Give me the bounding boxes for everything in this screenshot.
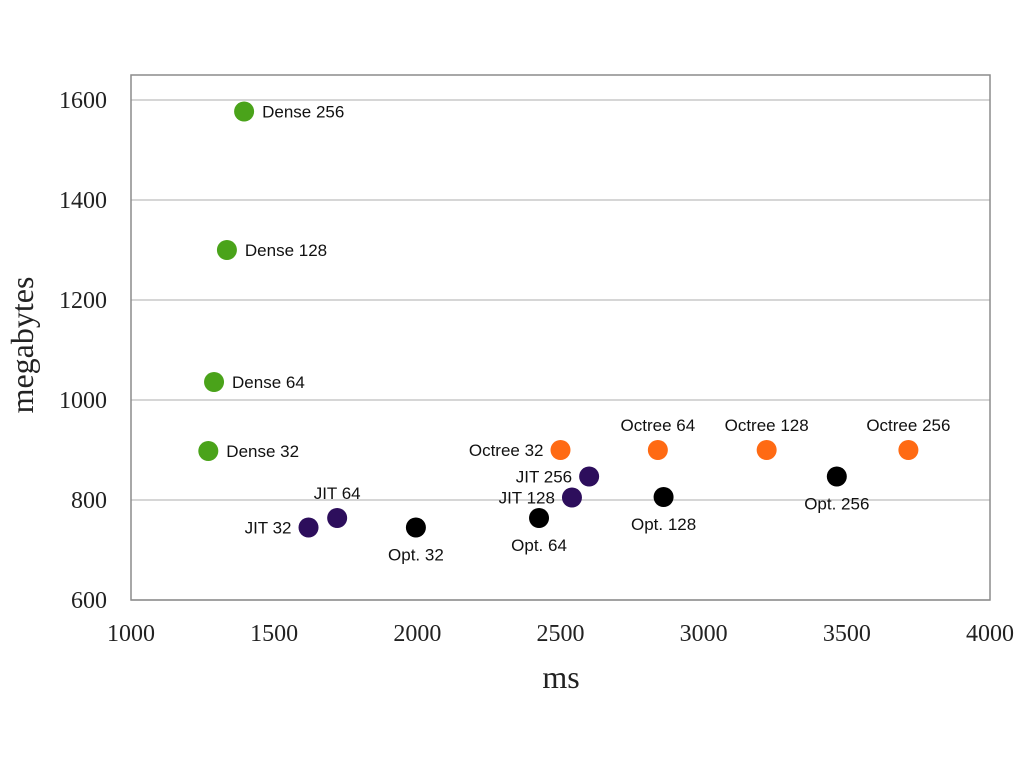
point-jit — [298, 517, 319, 538]
point-label: Opt. 32 — [388, 546, 444, 565]
point-jit — [561, 487, 582, 508]
point-octree — [550, 440, 571, 460]
point-jit — [579, 466, 600, 487]
point-opt — [826, 466, 847, 487]
x-tick-label: 2000 — [393, 621, 441, 647]
x-tick-labels: 1000 1500 2000 2500 3000 3500 4000 — [107, 621, 1014, 647]
point-label: Opt. 128 — [631, 515, 696, 534]
point-label: JIT 64 — [314, 484, 361, 503]
point-dense — [216, 240, 237, 260]
point-octree — [756, 440, 777, 460]
point-label: Octree 32 — [469, 441, 544, 460]
plot-frame — [130, 74, 991, 601]
y-tick-label: 1600 — [59, 88, 107, 114]
x-axis-title: ms — [542, 659, 579, 695]
data-points — [198, 101, 919, 538]
point-octree — [647, 440, 668, 460]
x-tick-label: 1000 — [107, 621, 155, 647]
point-label: JIT 32 — [245, 519, 292, 538]
point-label: Octree 256 — [866, 416, 950, 435]
point-dense — [234, 101, 255, 122]
point-label: Dense 128 — [245, 241, 327, 260]
x-tick-label: 4000 — [966, 621, 1014, 647]
point-opt — [405, 517, 426, 538]
y-tick-labels: 600 800 1000 1200 1400 1600 — [59, 88, 107, 614]
x-tick-label: 3500 — [823, 621, 871, 647]
point-dense — [204, 372, 225, 392]
point-label: JIT 256 — [516, 468, 572, 487]
point-label: Dense 256 — [262, 103, 344, 122]
y-tick-label: 1200 — [59, 288, 107, 314]
point-labels: Dense 256 Dense 128 Dense 64 Dense 32 JIT 32… — [226, 103, 950, 565]
y-tick-label: 1400 — [59, 188, 107, 214]
point-label: Octree 128 — [725, 416, 809, 435]
point-label: Dense 32 — [226, 442, 299, 461]
y-tick-label: 600 — [71, 588, 107, 614]
point-opt — [529, 508, 550, 528]
y-tick-label: 800 — [71, 488, 107, 514]
point-dense — [198, 441, 219, 461]
x-tick-label: 3000 — [680, 621, 728, 647]
point-label: Octree 64 — [621, 416, 696, 435]
x-tick-label: 1500 — [250, 621, 298, 647]
point-octree — [898, 440, 919, 460]
x-tick-label: 2500 — [537, 621, 585, 647]
point-label: Dense 64 — [232, 373, 305, 392]
y-tick-label: 1000 — [59, 388, 107, 414]
point-jit — [327, 508, 348, 528]
point-label: Opt. 64 — [511, 536, 567, 555]
point-label: Opt. 256 — [804, 495, 869, 514]
y-axis-title: megabytes — [4, 277, 40, 414]
point-label: JIT 128 — [499, 489, 555, 508]
point-opt — [653, 487, 674, 507]
